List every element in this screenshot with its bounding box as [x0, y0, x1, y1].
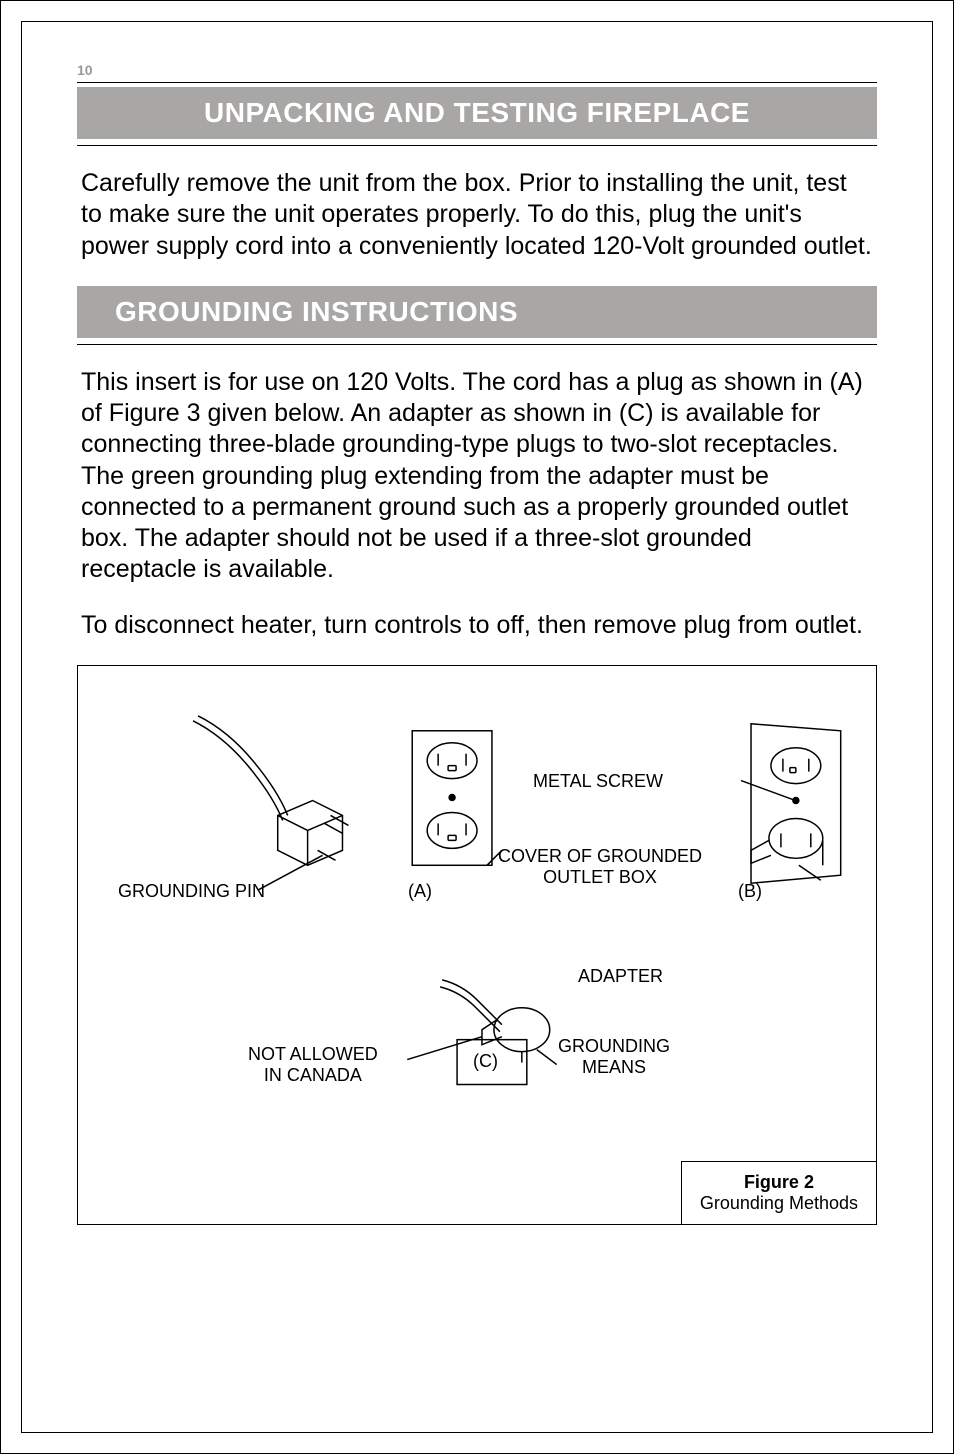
label-a: (A) — [408, 881, 432, 903]
label-not-allowed-line2: IN CANADA — [264, 1065, 362, 1085]
label-cover-outlet: COVER OF GROUNDED OUTLET BOX — [498, 846, 702, 889]
grounding-body-1: This insert is for use on 120 Volts. The… — [77, 367, 877, 586]
section-header-wrap-unpacking: UNPACKING AND TESTING FIREPLACE — [77, 87, 877, 146]
label-grounding-means-line2: MEANS — [582, 1057, 646, 1077]
label-grounding-pin: GROUNDING PIN — [118, 881, 265, 903]
figure-caption-sub: Grounding Methods — [700, 1193, 858, 1214]
label-metal-screw: METAL SCREW — [533, 771, 663, 793]
label-grounding-means-line1: GROUNDING — [558, 1036, 670, 1056]
label-grounding-means: GROUNDING MEANS — [558, 1036, 670, 1079]
grounding-body-2: To disconnect heater, turn controls to o… — [77, 610, 877, 641]
page-number: 10 — [77, 62, 93, 78]
label-not-allowed-line1: NOT ALLOWED — [248, 1044, 378, 1064]
section-title-unpacking: UNPACKING AND TESTING FIREPLACE — [77, 87, 877, 139]
unpacking-body: Carefully remove the unit from the box. … — [77, 168, 877, 262]
outlet-b-icon — [741, 724, 841, 883]
figure-caption: Figure 2 Grounding Methods — [681, 1161, 877, 1225]
figure-caption-title: Figure 2 — [700, 1172, 858, 1193]
label-cover-line2: OUTLET BOX — [543, 867, 657, 887]
page-content: 10 UNPACKING AND TESTING FIREPLACE Caref… — [21, 21, 933, 1433]
label-b: (B) — [738, 881, 762, 903]
label-adapter: ADAPTER — [578, 966, 663, 988]
outlet-a-icon — [412, 731, 502, 866]
section-title-grounding: GROUNDING INSTRUCTIONS — [77, 286, 877, 338]
label-not-allowed: NOT ALLOWED IN CANADA — [248, 1044, 378, 1087]
label-cover-line1: COVER OF GROUNDED — [498, 846, 702, 866]
figure-grounding-methods: GROUNDING PIN (A) METAL SCREW COVER OF G… — [77, 665, 877, 1225]
figure-svg — [78, 666, 876, 1224]
label-c: (C) — [473, 1051, 498, 1073]
section-header-wrap-grounding: GROUNDING INSTRUCTIONS — [77, 286, 877, 345]
page-top-rule — [77, 82, 877, 83]
plug-a-icon — [193, 716, 348, 890]
